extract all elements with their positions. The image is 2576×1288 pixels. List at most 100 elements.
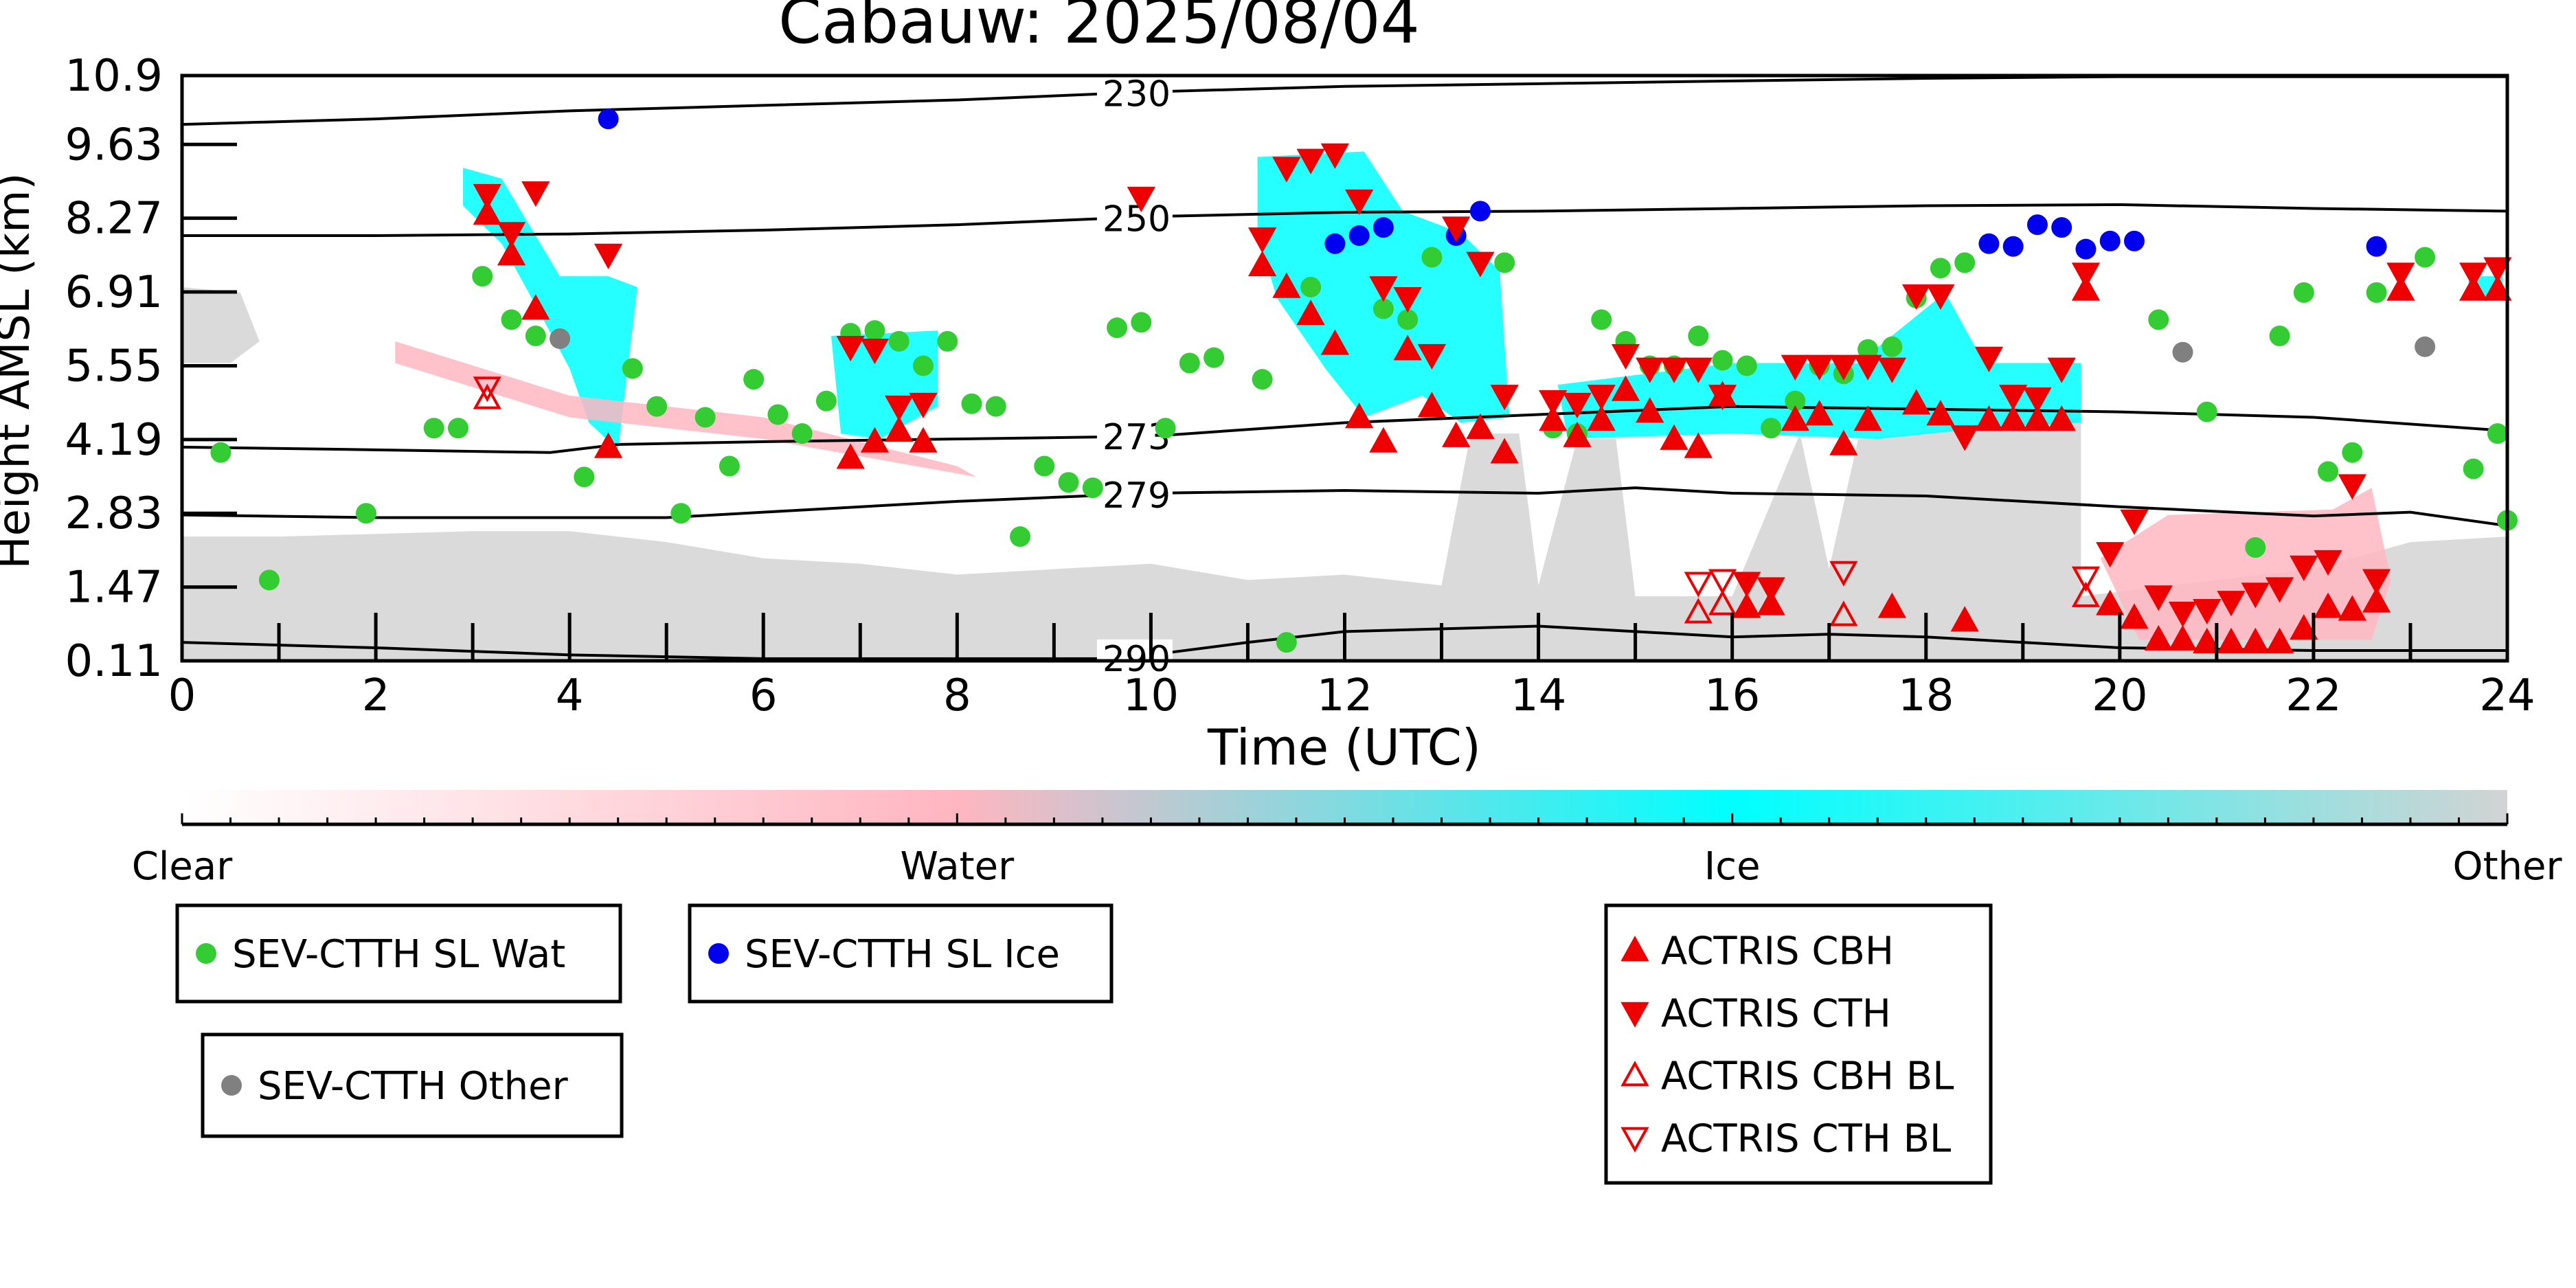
point-actris-cth-43	[2096, 542, 2125, 568]
point-actris-cth-8	[1127, 186, 1155, 213]
point-actris-cbh-14	[1393, 335, 1422, 361]
point-sev-ctth-sl-wat-9	[622, 358, 643, 379]
point-actris-cth-5	[860, 338, 890, 365]
point-sev-ctth-sl-wat-40	[1494, 252, 1515, 273]
point-sev-ctth-sl-ice-7	[2002, 236, 2024, 257]
point-sev-ctth-sl-wat-67	[2415, 247, 2436, 268]
point-actris-cth-1	[497, 222, 526, 248]
series-actris-cbh	[473, 199, 2512, 653]
point-actris-cth-26	[1684, 357, 1713, 383]
point-actris-cbh-0	[473, 199, 501, 225]
point-sev-ctth-sl-wat-25	[1010, 526, 1031, 547]
point-sev-ctth-sl-ice-9	[2051, 217, 2072, 238]
point-actris-cth-bl-2	[1708, 569, 1737, 595]
point-actris-cth-51	[2290, 555, 2318, 581]
point-sev-ctth-sl-wat-3	[423, 418, 444, 439]
point-actris-cbh-37	[1974, 405, 2004, 431]
point-sev-ctth-sl-wat-50	[1761, 418, 1782, 439]
point-actris-cth-30	[1781, 354, 1809, 381]
point-actris-cth-bl-1	[1684, 572, 1713, 598]
point-actris-cbh-36	[1950, 606, 1979, 632]
x-tick-label-3: 6	[749, 670, 778, 721]
point-actris-cbh-48	[2241, 627, 2270, 653]
point-actris-cbh-55	[2459, 275, 2488, 301]
y-axis-label: Height AMSL (km)	[0, 173, 40, 569]
point-actris-cbh-10	[1296, 300, 1325, 326]
x-tick-label-7: 14	[1511, 670, 1566, 721]
point-sev-ctth-sl-wat-51	[1785, 390, 1806, 411]
point-sev-ctth-sl-wat-29	[1107, 317, 1128, 339]
point-actris-cth-18	[1466, 251, 1495, 278]
point-actris-cth-16	[1417, 343, 1447, 370]
point-actris-cth-36	[1926, 284, 1955, 310]
y-axis-ticks: 0.11 1.47 2.83 4.19 5.55 6.91 8.27 9.63 10.9	[65, 51, 237, 687]
point-sev-ctth-sl-wat-0	[210, 442, 231, 463]
point-sev-ctth-sl-ice-0	[598, 109, 619, 130]
point-sev-ctth-sl-ice-8	[2026, 214, 2048, 236]
point-actris-cth-39	[1999, 385, 2028, 411]
point-sev-ctth-sl-wat-60	[2196, 401, 2217, 422]
colorbar-label-other: Other	[2452, 844, 2562, 889]
y-tick-label-2: 2.83	[65, 488, 163, 539]
point-sev-ctth-sl-wat-35	[1276, 632, 1297, 653]
point-actris-cth-45	[2144, 585, 2173, 611]
point-actris-cth-48	[2217, 591, 2246, 617]
y-tick-label-3: 4.19	[65, 415, 163, 466]
series-sev-ctth-sl-ice	[598, 109, 2387, 260]
y-tick-label-7: 9.63	[65, 120, 163, 170]
point-actris-cbh-29	[1781, 405, 1809, 431]
point-sev-ctth-sl-wat-8	[574, 466, 595, 488]
point-sev-ctth-sl-wat-24	[985, 396, 1006, 417]
point-actris-cbh-13	[1369, 427, 1398, 453]
isotherm-230	[181, 75, 2507, 126]
point-actris-cbh-6	[885, 416, 914, 442]
point-actris-cth-4	[836, 336, 865, 362]
point-actris-cbh-9	[1272, 272, 1301, 298]
point-actris-cbh-12	[1345, 403, 1374, 429]
legend-label-actris-cth: ACTRIS CTH	[1661, 992, 1891, 1037]
series-actris-cth	[473, 143, 2512, 628]
point-actris-cbh-39	[2023, 405, 2052, 431]
point-actris-cth-7	[909, 392, 938, 419]
region-other-0	[182, 417, 2507, 661]
point-actris-cbh-16	[1442, 421, 1471, 447]
point-actris-cbh-20	[1563, 421, 1592, 447]
point-actris-cth-38	[1974, 346, 2004, 372]
point-actris-cth-55	[2386, 262, 2415, 289]
point-actris-cbh-4	[836, 443, 865, 469]
point-actris-cbh-18	[1490, 438, 1519, 464]
isotherm-label-230: 230	[1103, 74, 1171, 115]
point-sev-ctth-sl-wat-43	[1591, 309, 1612, 330]
point-actris-cth-bl-0	[473, 376, 501, 403]
point-sev-ctth-sl-wat-34	[1252, 369, 1273, 390]
point-actris-cth-9	[1247, 227, 1277, 253]
point-actris-cbh-22	[1611, 375, 1640, 401]
point-sev-ctth-sl-wat-55	[1882, 336, 1903, 357]
point-actris-cbh-50	[2290, 614, 2318, 640]
point-sev-ctth-sl-wat-27	[1058, 472, 1079, 493]
point-sev-ctth-sl-wat-20	[888, 330, 909, 352]
point-sev-ctth-sl-wat-31	[1155, 418, 1176, 439]
point-sev-ctth-sl-wat-2	[355, 503, 376, 524]
point-sev-ctth-sl-wat-48	[1712, 350, 1733, 371]
point-sev-ctth-sl-wat-58	[1954, 252, 1976, 273]
point-sev-ctth-sl-wat-12	[694, 407, 716, 428]
legend-marker-sev-ctth-sl-wat	[196, 943, 216, 964]
marker-series	[210, 109, 2518, 653]
point-actris-cbh-43	[2120, 603, 2149, 629]
point-sev-ctth-sl-wat-37	[1372, 298, 1394, 319]
point-actris-cbh-28	[1756, 589, 1785, 615]
point-sev-ctth-sl-ice-11	[2099, 230, 2121, 251]
point-sev-ctth-sl-wat-23	[961, 393, 982, 414]
point-sev-ctth-sl-wat-13	[719, 455, 740, 477]
legend-frame-3	[1604, 903, 1993, 1185]
legend-label-actris-cth-bl: ACTRIS CTH BL	[1661, 1117, 1951, 1162]
point-actris-cbh-47	[2217, 627, 2246, 653]
legend-label-sev-ctth-other: SEV-CTTH Other	[258, 1064, 569, 1109]
legend-box-1: SEV-CTTH SL Ice	[688, 903, 1114, 1004]
isotherm-273	[181, 405, 2508, 454]
point-sev-ctth-sl-wat-5	[472, 266, 493, 287]
point-actris-cth-56	[2459, 262, 2488, 289]
point-actris-cbh-40	[2047, 405, 2076, 431]
point-sev-ctth-sl-wat-22	[937, 330, 958, 352]
